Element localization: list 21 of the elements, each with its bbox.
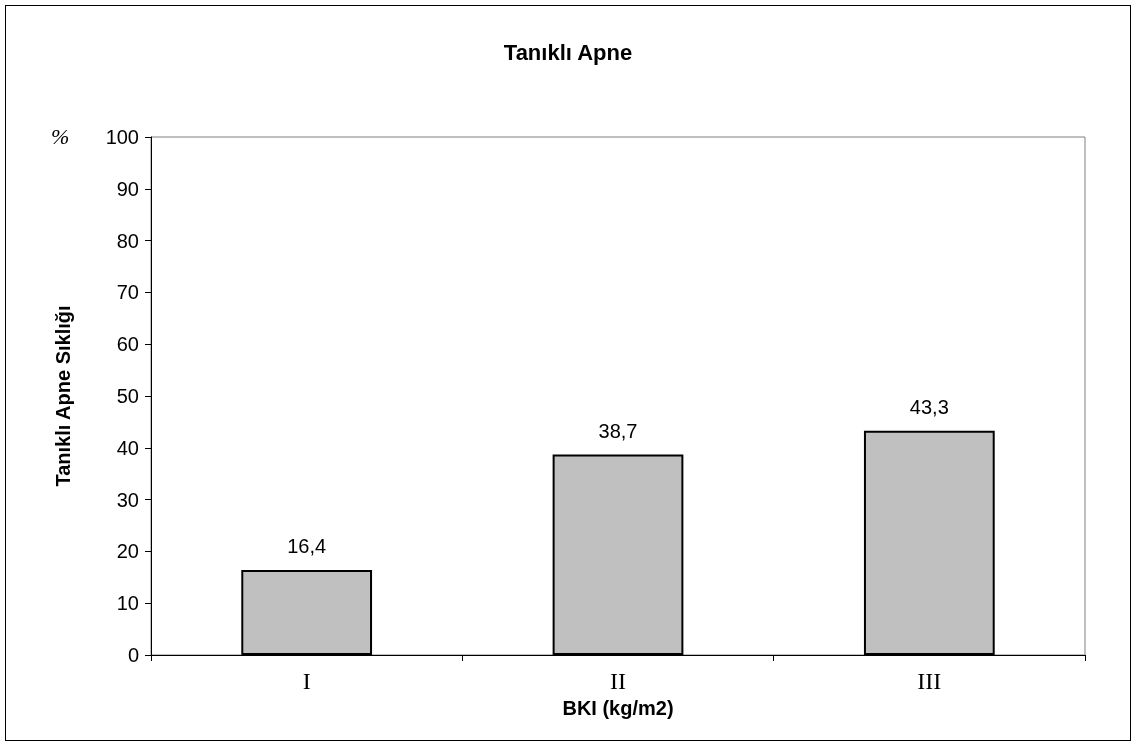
- y-tick-label: 80: [116, 229, 139, 252]
- y-tick-label: 20: [116, 540, 139, 563]
- y-tick-label: 40: [116, 436, 139, 459]
- y-tick-label: 0: [127, 644, 139, 666]
- x-tick-label: I: [302, 668, 311, 694]
- chart-title: Tanıklı Apne: [503, 39, 633, 65]
- y-tick-label: 50: [116, 385, 139, 407]
- y-axis-title: Tanıklı Apne Sıklığı: [52, 305, 74, 487]
- data-label: 16,4: [287, 535, 327, 558]
- y-tick-label: 30: [116, 488, 139, 511]
- x-tick-label: II: [610, 668, 626, 694]
- y-tick-label: 90: [116, 177, 139, 200]
- y-tick-label: 100: [105, 126, 139, 148]
- y-tick-label: 10: [116, 592, 139, 615]
- x-tick-label: III: [917, 668, 942, 694]
- text: %: [51, 123, 70, 149]
- x-axis-title: BKI (kg/m2): [562, 696, 674, 719]
- y-tick-label: 60: [116, 333, 139, 356]
- data-label: 38,7: [598, 419, 638, 442]
- data-label: 43,3: [909, 395, 949, 418]
- y-tick-label: 70: [116, 281, 139, 304]
